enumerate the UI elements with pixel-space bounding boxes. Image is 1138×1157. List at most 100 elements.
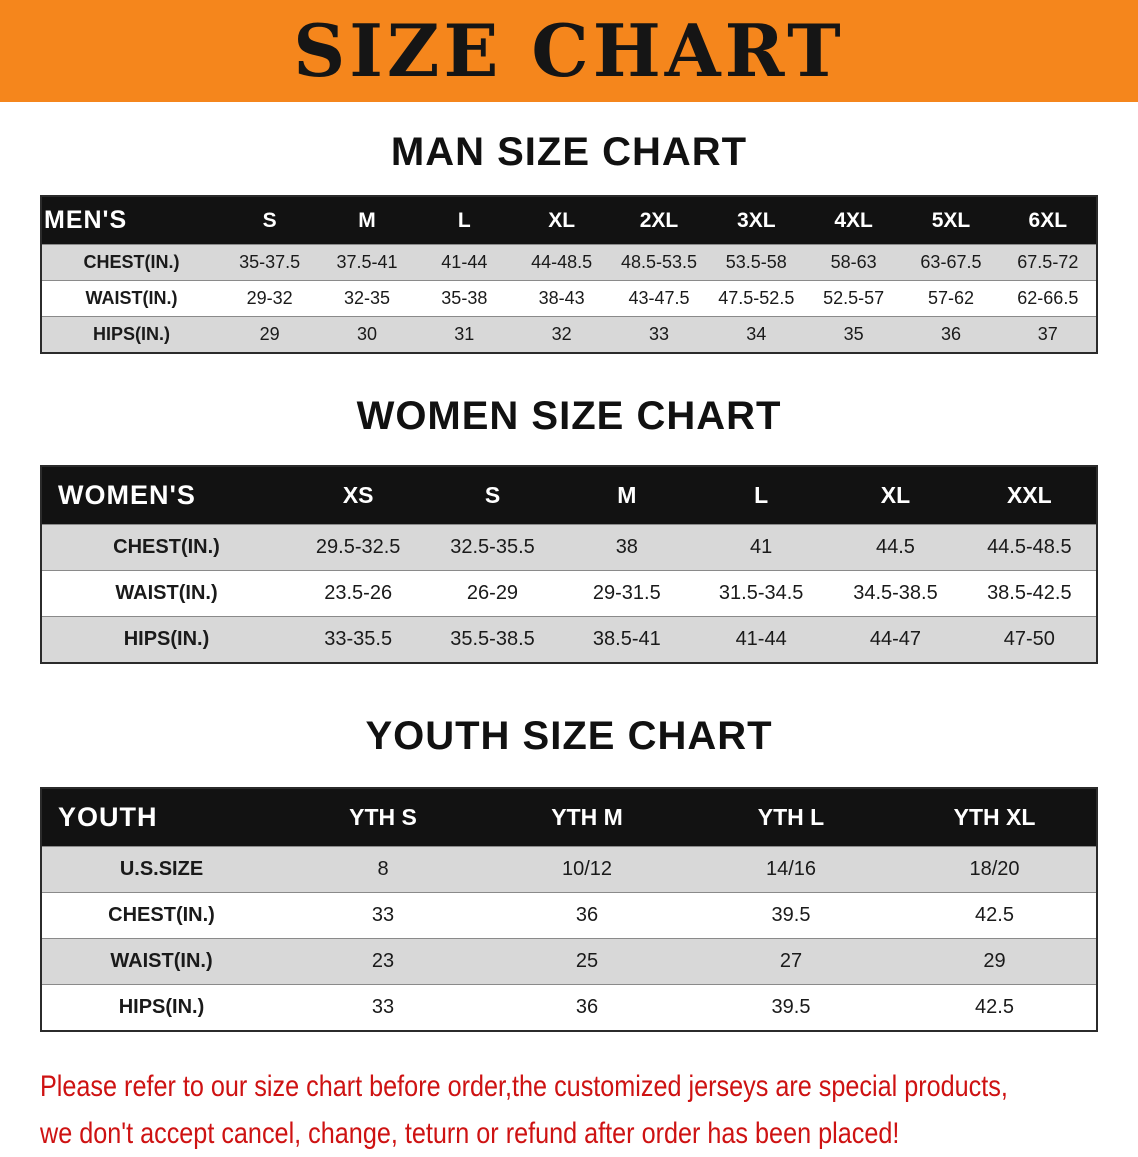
measure-label-cell: WAIST(IN.) xyxy=(41,281,221,317)
measure-value-cell: 41 xyxy=(694,525,828,571)
size-header-cell: 4XL xyxy=(805,196,902,245)
measure-value-cell: 36 xyxy=(902,317,999,354)
measure-value-cell: 62-66.5 xyxy=(1000,281,1097,317)
measure-label-cell: HIPS(IN.) xyxy=(41,317,221,354)
measure-value-cell: 42.5 xyxy=(893,985,1097,1032)
size-header-cell: XXL xyxy=(963,466,1097,525)
size-header-cell: YTH L xyxy=(689,788,893,847)
measure-value-cell: 36 xyxy=(485,985,689,1032)
measure-value-cell: 31.5-34.5 xyxy=(694,571,828,617)
measure-value-cell: 23.5-26 xyxy=(291,571,425,617)
measure-label-cell: CHEST(IN.) xyxy=(41,893,281,939)
size-header-cell: YTH S xyxy=(281,788,485,847)
size-header-cell: XS xyxy=(291,466,425,525)
measure-value-cell: 25 xyxy=(485,939,689,985)
measure-value-cell: 44-48.5 xyxy=(513,245,610,281)
measure-value-cell: 44.5 xyxy=(828,525,962,571)
measure-value-cell: 37.5-41 xyxy=(318,245,415,281)
measure-value-cell: 30 xyxy=(318,317,415,354)
measure-value-cell: 33 xyxy=(281,893,485,939)
measure-label-cell: CHEST(IN.) xyxy=(41,245,221,281)
size-header-cell: 6XL xyxy=(1000,196,1097,245)
disclaimer-line-2: we don't accept cancel, change, teturn o… xyxy=(40,1111,962,1157)
measure-value-cell: 38-43 xyxy=(513,281,610,317)
measure-value-cell: 53.5-58 xyxy=(708,245,805,281)
measure-value-cell: 29.5-32.5 xyxy=(291,525,425,571)
measure-label-cell: CHEST(IN.) xyxy=(41,525,291,571)
measure-value-cell: 18/20 xyxy=(893,847,1097,893)
women-section-heading: WOMEN SIZE CHART xyxy=(0,394,1138,439)
measure-value-cell: 47.5-52.5 xyxy=(708,281,805,317)
measure-value-cell: 52.5-57 xyxy=(805,281,902,317)
measure-value-cell: 26-29 xyxy=(425,571,559,617)
measure-value-cell: 43-47.5 xyxy=(610,281,707,317)
measure-value-cell: 32 xyxy=(513,317,610,354)
measure-value-cell: 29-32 xyxy=(221,281,318,317)
size-header-cell: 5XL xyxy=(902,196,999,245)
size-header-cell: 3XL xyxy=(708,196,805,245)
size-header-cell: L xyxy=(694,466,828,525)
measure-value-cell: 23 xyxy=(281,939,485,985)
size-header-cell: XL xyxy=(513,196,610,245)
measure-value-cell: 38.5-41 xyxy=(560,617,694,664)
youth-section-heading: YOUTH SIZE CHART xyxy=(0,714,1138,759)
measure-label-cell: U.S.SIZE xyxy=(41,847,281,893)
page-title: SIZE CHART xyxy=(293,15,845,87)
measure-value-cell: 36 xyxy=(485,893,689,939)
measure-value-cell: 27 xyxy=(689,939,893,985)
measure-value-cell: 29-31.5 xyxy=(560,571,694,617)
measure-value-cell: 57-62 xyxy=(902,281,999,317)
measure-value-cell: 34.5-38.5 xyxy=(828,571,962,617)
measure-value-cell: 39.5 xyxy=(689,985,893,1032)
measure-value-cell: 47-50 xyxy=(963,617,1097,664)
table-title-cell: MEN'S xyxy=(41,196,221,245)
measure-value-cell: 34 xyxy=(708,317,805,354)
measure-value-cell: 48.5-53.5 xyxy=(610,245,707,281)
size-header-cell: YTH M xyxy=(485,788,689,847)
measure-label-cell: HIPS(IN.) xyxy=(41,985,281,1032)
measure-value-cell: 63-67.5 xyxy=(902,245,999,281)
measure-value-cell: 33 xyxy=(610,317,707,354)
measure-value-cell: 35-38 xyxy=(416,281,513,317)
measure-value-cell: 41-44 xyxy=(694,617,828,664)
measure-value-cell: 42.5 xyxy=(893,893,1097,939)
size-header-cell: 2XL xyxy=(610,196,707,245)
measure-value-cell: 14/16 xyxy=(689,847,893,893)
size-header-cell: S xyxy=(221,196,318,245)
measure-value-cell: 35-37.5 xyxy=(221,245,318,281)
measure-value-cell: 44.5-48.5 xyxy=(963,525,1097,571)
disclaimer-line-1: Please refer to our size chart before or… xyxy=(40,1064,962,1111)
measure-value-cell: 31 xyxy=(416,317,513,354)
measure-value-cell: 39.5 xyxy=(689,893,893,939)
measure-value-cell: 8 xyxy=(281,847,485,893)
measure-label-cell: HIPS(IN.) xyxy=(41,617,291,664)
measure-value-cell: 38 xyxy=(560,525,694,571)
disclaimer: Please refer to our size chart before or… xyxy=(40,1064,1138,1157)
measure-value-cell: 33 xyxy=(281,985,485,1032)
measure-value-cell: 32-35 xyxy=(318,281,415,317)
measure-value-cell: 35.5-38.5 xyxy=(425,617,559,664)
measure-value-cell: 37 xyxy=(1000,317,1097,354)
size-header-cell: L xyxy=(416,196,513,245)
banner: SIZE CHART xyxy=(0,0,1138,102)
size-header-cell: S xyxy=(425,466,559,525)
measure-value-cell: 29 xyxy=(893,939,1097,985)
size-header-cell: M xyxy=(318,196,415,245)
